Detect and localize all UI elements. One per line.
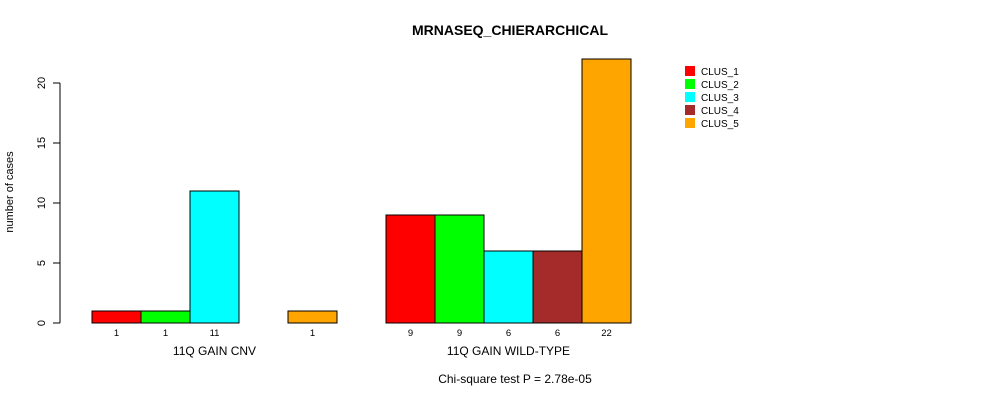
legend-label: CLUS_1 [701,67,739,78]
chi-square-footnote: Chi-square test P = 2.78e-05 [438,372,592,386]
count-label: 1 [310,328,315,339]
group-label: 11Q GAIN CNV [173,344,256,358]
bar-clus-2-group-1 [140,310,191,324]
y-tick-label: 15 [36,137,48,149]
legend-swatch [685,118,695,128]
group-label: 11Q GAIN WILD-TYPE [447,344,570,358]
bars [91,58,632,324]
count-label: 9 [408,328,413,339]
chart-title: MRNASEQ_CHIERARCHICAL [412,22,608,38]
legend: CLUS_1 CLUS_2 CLUS_3 CLUS_4 CLUS_5 [685,66,739,130]
bar-clus-4-group-2 [532,250,583,324]
count-label: 1 [163,328,168,339]
legend-swatch [685,92,695,102]
bar-clus-1-group-1 [91,310,142,324]
group-labels: 11Q GAIN CNV 11Q GAIN WILD-TYPE [173,344,570,358]
count-label: 11 [210,328,220,339]
bar-clus-3-group-1 [189,190,240,324]
bar-clus-5-group-2 [581,58,632,324]
bar-clus-5-group-1 [287,310,338,324]
legend-label: CLUS_3 [701,93,739,104]
count-label: 6 [506,328,511,339]
y-tick-label: 20 [36,77,48,89]
legend-swatch [685,66,695,76]
legend-label: CLUS_2 [701,80,739,91]
count-label: 6 [555,328,560,339]
bar-clus-3-group-2 [483,250,534,324]
legend-swatch [685,105,695,115]
count-labels: 1 1 11 1 9 9 6 6 22 [114,328,612,339]
legend-swatch [685,79,695,89]
y-tick-label: 10 [36,197,48,209]
y-tick-label: 5 [36,260,48,266]
count-label: 9 [457,328,462,339]
bar-clus-1-group-2 [385,214,436,324]
y-tick-label: 0 [36,320,48,326]
y-axis: 0 5 10 15 20 [36,77,61,326]
count-label: 22 [601,328,612,339]
y-axis-label: number of cases [4,151,16,233]
bar-clus-2-group-2 [434,214,485,324]
legend-label: CLUS_5 [701,119,739,130]
count-label: 1 [114,328,119,339]
legend-label: CLUS_4 [701,106,739,117]
